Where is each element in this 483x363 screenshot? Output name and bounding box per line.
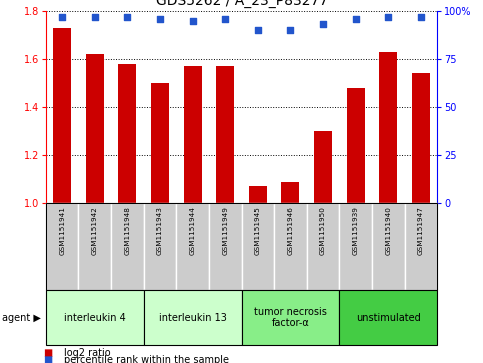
Text: GSM1151944: GSM1151944 — [190, 206, 196, 255]
Bar — [209, 203, 242, 290]
Text: interleukin 13: interleukin 13 — [158, 313, 227, 323]
Bar — [151, 83, 169, 203]
Point — [221, 16, 229, 21]
Text: GSM1151942: GSM1151942 — [92, 206, 98, 255]
Bar — [347, 88, 365, 203]
Bar — [46, 203, 79, 290]
Bar — [53, 28, 71, 203]
Bar — [307, 203, 339, 290]
Text: GSM1151948: GSM1151948 — [125, 206, 130, 255]
Text: tumor necrosis
factor-α: tumor necrosis factor-α — [254, 307, 327, 329]
Text: GSM1151947: GSM1151947 — [418, 206, 424, 255]
Bar — [216, 66, 234, 203]
Bar — [242, 290, 339, 345]
Text: agent ▶: agent ▶ — [2, 313, 41, 323]
Bar — [78, 203, 111, 290]
Text: GSM1151939: GSM1151939 — [353, 206, 358, 255]
Text: GSM1151946: GSM1151946 — [287, 206, 293, 255]
Text: GSM1151941: GSM1151941 — [59, 206, 65, 255]
Bar — [144, 203, 176, 290]
Bar — [405, 203, 437, 290]
Bar — [86, 54, 104, 203]
Point — [417, 14, 425, 20]
Bar — [176, 203, 209, 290]
Point — [58, 14, 66, 20]
Bar — [412, 73, 430, 203]
Text: ■: ■ — [43, 355, 53, 363]
Title: GDS5262 / A_23_P83277: GDS5262 / A_23_P83277 — [156, 0, 327, 8]
Point — [156, 16, 164, 21]
Text: GSM1151950: GSM1151950 — [320, 206, 326, 255]
Bar — [274, 203, 307, 290]
Bar — [282, 182, 299, 203]
Text: percentile rank within the sample: percentile rank within the sample — [64, 355, 229, 363]
Text: interleukin 4: interleukin 4 — [64, 313, 126, 323]
Point — [91, 14, 99, 20]
Bar — [314, 131, 332, 203]
Point — [384, 14, 392, 20]
Bar — [184, 66, 201, 203]
Point — [124, 14, 131, 20]
Bar — [249, 187, 267, 203]
Bar — [242, 203, 274, 290]
Bar — [46, 290, 144, 345]
Text: GSM1151949: GSM1151949 — [222, 206, 228, 255]
Bar — [372, 203, 405, 290]
Text: ■: ■ — [43, 348, 53, 358]
Bar — [118, 64, 136, 203]
Bar — [144, 290, 242, 345]
Text: log2 ratio: log2 ratio — [64, 348, 111, 358]
Bar — [339, 203, 372, 290]
Point — [352, 16, 359, 21]
Bar — [379, 52, 397, 203]
Point — [319, 21, 327, 27]
Point — [286, 27, 294, 33]
Text: GSM1151945: GSM1151945 — [255, 206, 261, 255]
Point — [189, 17, 197, 23]
Text: GSM1151940: GSM1151940 — [385, 206, 391, 255]
Text: unstimulated: unstimulated — [356, 313, 421, 323]
Bar — [339, 290, 437, 345]
Text: GSM1151943: GSM1151943 — [157, 206, 163, 255]
Bar — [111, 203, 144, 290]
Point — [254, 27, 262, 33]
